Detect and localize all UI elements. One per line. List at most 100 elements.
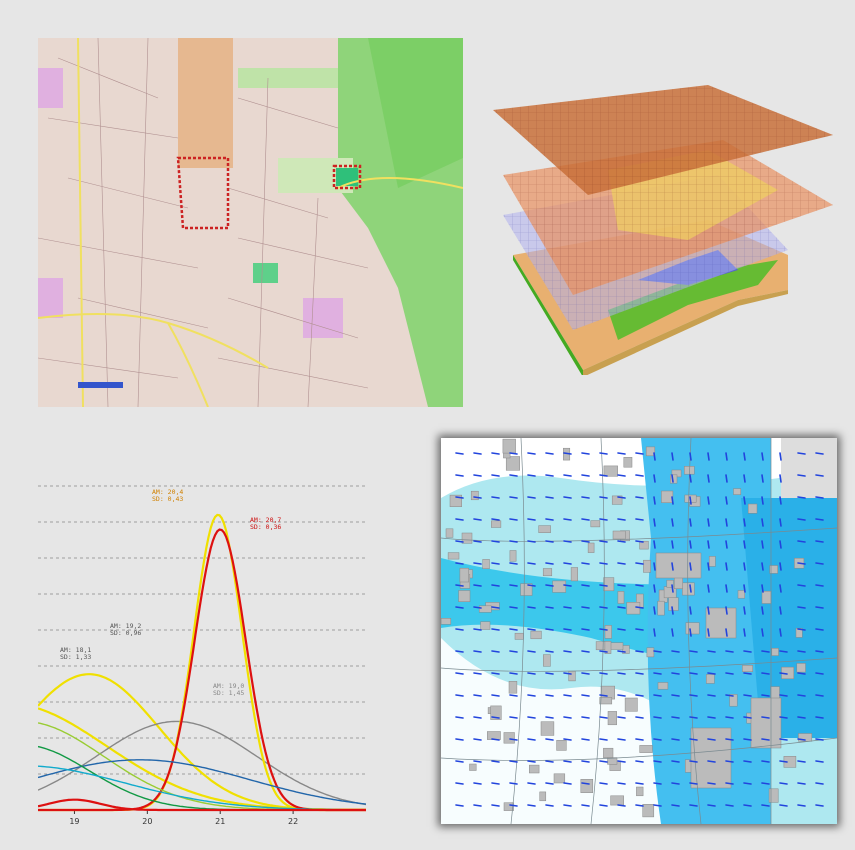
wind-arrow: [707, 518, 710, 527]
wind-arrow: [545, 562, 554, 565]
wind-arrow: [815, 650, 824, 653]
wind-arrow: [779, 584, 782, 593]
wind-arrow: [761, 738, 770, 741]
wind-arrow: [473, 650, 482, 653]
wind-arrow: [779, 650, 788, 653]
wind-arrow: [563, 606, 572, 609]
wind-arrow: [707, 694, 716, 697]
wind-arrow: [761, 474, 764, 483]
wind-arrow: [491, 540, 500, 543]
wind-arrow: [617, 540, 626, 543]
wind-arrow: [797, 540, 806, 543]
wind-arrow: [815, 716, 824, 719]
wind-arrow: [491, 738, 500, 741]
wind-arrow: [617, 628, 626, 631]
wind-arrow: [599, 606, 608, 609]
wind-arrow: [815, 738, 824, 741]
wind-arrow: [725, 606, 728, 615]
wind-arrow: [707, 628, 710, 637]
wind-arrow: [527, 672, 536, 675]
wind-arrow: [509, 628, 518, 631]
series-line-6: [38, 759, 366, 805]
wind-arrow: [455, 474, 464, 477]
wind-arrow: [653, 782, 662, 785]
building: [503, 802, 514, 811]
wind-arrow: [635, 804, 644, 807]
wind-arrow: [797, 628, 806, 631]
wind-arrow: [617, 518, 626, 521]
wind-arrow: [635, 672, 644, 675]
x-tick-label: 22: [288, 817, 298, 825]
wind-arrow: [779, 452, 782, 461]
wind-arrow: [797, 606, 806, 609]
annotation-sd: SD: 0,96: [110, 629, 141, 637]
wind-arrow: [545, 738, 554, 741]
wind-arrow: [761, 562, 764, 571]
wind-arrow: [581, 672, 590, 675]
wind-arrow: [509, 606, 518, 609]
wind-arrow: [743, 474, 746, 483]
wind-arrow: [563, 782, 572, 785]
series-line-9: [38, 798, 366, 812]
wind-arrow: [689, 628, 692, 637]
wind-arrow: [473, 694, 482, 697]
wind-arrow: [743, 694, 752, 697]
wind-arrow: [599, 562, 608, 565]
wind-arrow: [761, 584, 764, 593]
building: [607, 757, 618, 765]
wind-arrow: [581, 562, 590, 565]
building: [657, 682, 669, 690]
wind-arrow: [689, 650, 698, 653]
wind-arrow: [635, 606, 644, 609]
wind-arrow: [689, 716, 698, 719]
wind-arrow: [707, 584, 710, 593]
building: [604, 625, 612, 639]
wind-arrow: [671, 804, 680, 807]
wind-arrow: [815, 628, 824, 631]
wind-arrow: [491, 562, 500, 565]
wind-arrow: [455, 562, 464, 565]
wind-arrow: [653, 804, 662, 807]
building: [682, 582, 695, 596]
wind-arrow: [473, 518, 482, 521]
wind-arrow: [653, 584, 656, 593]
wind-arrow: [689, 584, 692, 593]
wind-arrow: [707, 562, 710, 571]
wind-arrow: [563, 716, 572, 719]
wind-arrow: [635, 540, 644, 543]
building: [570, 567, 578, 582]
series-line-2: [38, 720, 366, 806]
wind-arrow: [599, 496, 608, 499]
wind-arrow: [491, 452, 500, 455]
wind-arrow: [779, 628, 782, 637]
wind-arrow: [671, 584, 674, 593]
annotation-am: AM: 18,1: [60, 646, 91, 654]
building: [580, 779, 594, 793]
wind-arrow: [527, 562, 536, 565]
wind-arrow: [599, 650, 608, 653]
wind-arrow: [509, 496, 518, 499]
wind-arrow: [725, 804, 734, 807]
wind-arrow: [689, 540, 692, 549]
x-tick-label: 19: [69, 817, 79, 825]
wind-arrow: [815, 518, 824, 521]
wind-arrow: [743, 562, 746, 571]
wind-arrow: [473, 738, 482, 741]
building: [540, 721, 555, 736]
building: [552, 580, 567, 593]
wind-arrow: [707, 804, 716, 807]
wind-arrow: [563, 496, 572, 499]
wind-arrow: [671, 672, 680, 675]
annotation-am: AM: 20,7: [250, 516, 281, 524]
wind-arrow: [689, 452, 692, 461]
wind-arrow: [491, 584, 500, 587]
wind-arrow: [509, 650, 518, 653]
building: [480, 621, 491, 630]
wind-arrow: [455, 738, 464, 741]
building: [610, 795, 624, 806]
site-boundary: [176, 156, 230, 230]
wind-arrow: [761, 628, 764, 637]
building: [690, 727, 732, 789]
wind-arrow: [491, 694, 500, 697]
building: [643, 559, 651, 573]
